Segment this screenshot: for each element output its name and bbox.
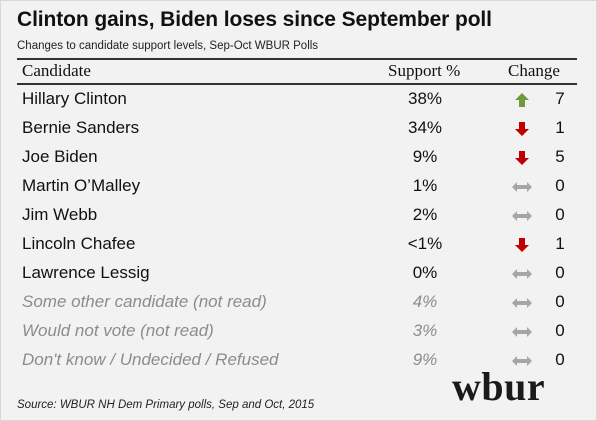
column-header-support: Support %	[388, 61, 461, 80]
arrow-down-icon	[511, 150, 533, 166]
change-value: 0	[555, 321, 565, 340]
change-value: 1	[555, 234, 565, 253]
table-row: Martin O’Malley 1% 0	[0, 172, 597, 201]
change-value: 0	[555, 350, 565, 369]
arrow-left-right-icon	[511, 353, 533, 369]
arrow-left-right-icon	[511, 295, 533, 311]
candidate-name: Hillary Clinton	[22, 89, 127, 108]
arrow-down-icon	[511, 237, 533, 253]
support-value: 4%	[412, 292, 438, 311]
support-value: 2%	[412, 205, 438, 224]
support-value: 38%	[407, 89, 443, 108]
change-value: 0	[555, 205, 565, 224]
change-value: 1	[555, 118, 565, 137]
support-value: 1%	[412, 176, 438, 195]
table-row: Lincoln Chafee <1% 1	[0, 230, 597, 259]
table-row: Don't know / Undecided / Refused 9% 0	[0, 346, 597, 375]
table-row: Some other candidate (not read) 4% 0	[0, 288, 597, 317]
table-row: Jim Webb 2% 0	[0, 201, 597, 230]
table-row: Bernie Sanders 34% 1	[0, 114, 597, 143]
change-value: 7	[555, 89, 565, 108]
source-note: Source: WBUR NH Dem Primary polls, Sep a…	[17, 399, 315, 411]
candidate-name: Joe Biden	[22, 147, 98, 166]
arrow-left-right-icon	[511, 324, 533, 340]
support-value: 9%	[412, 350, 438, 369]
candidate-name: Jim Webb	[22, 205, 98, 224]
arrow-left-right-icon	[511, 179, 533, 195]
candidate-name: Bernie Sanders	[22, 118, 140, 137]
chart-title: Clinton gains, Biden loses since Septemb…	[17, 8, 492, 31]
top-rule	[17, 58, 577, 60]
wbur-logo: wbur	[452, 364, 546, 409]
arrow-left-right-icon	[511, 266, 533, 282]
support-value: <1%	[407, 234, 443, 253]
candidate-name: Would not vote (not read)	[22, 321, 214, 340]
candidate-name: Lincoln Chafee	[22, 234, 136, 253]
candidate-name: Lawrence Lessig	[22, 263, 150, 282]
table-row: Lawrence Lessig 0% 0	[0, 259, 597, 288]
change-value: 5	[555, 147, 565, 166]
column-header-candidate: Candidate	[22, 61, 91, 80]
column-header-change: Change	[508, 61, 560, 80]
change-value: 0	[555, 292, 565, 311]
support-value: 3%	[412, 321, 438, 340]
table-row: Would not vote (not read) 3% 0	[0, 317, 597, 346]
candidate-name: Martin O’Malley	[22, 176, 141, 195]
change-value: 0	[555, 176, 565, 195]
support-value: 34%	[407, 118, 443, 137]
support-value: 9%	[412, 147, 438, 166]
arrow-up-icon	[511, 92, 533, 108]
arrow-left-right-icon	[511, 208, 533, 224]
change-value: 0	[555, 263, 565, 282]
arrow-down-icon	[511, 121, 533, 137]
header-rule	[17, 83, 577, 85]
table-row: Joe Biden 9% 5	[0, 143, 597, 172]
support-value: 0%	[412, 263, 438, 282]
candidate-name: Don't know / Undecided / Refused	[22, 350, 279, 369]
chart-subtitle: Changes to candidate support levels, Sep…	[17, 40, 319, 52]
candidate-name: Some other candidate (not read)	[22, 292, 267, 311]
table-row: Hillary Clinton 38% 7	[0, 85, 597, 114]
